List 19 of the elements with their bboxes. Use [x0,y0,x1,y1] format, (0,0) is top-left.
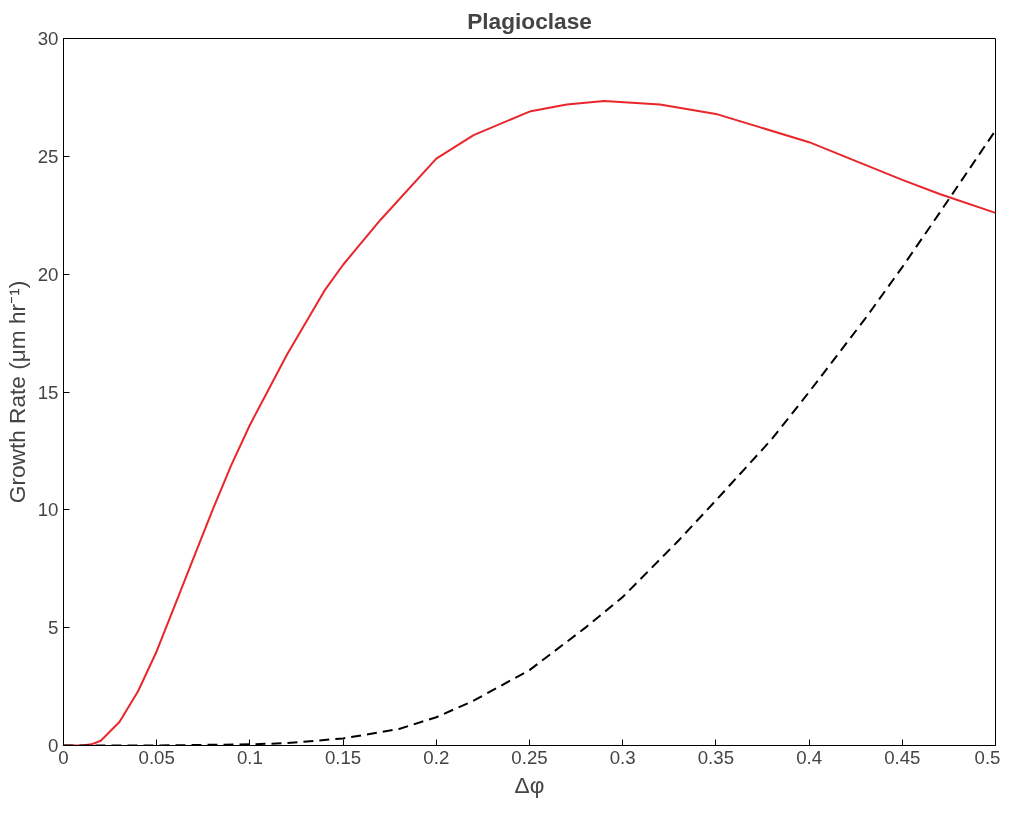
y-tick-label: 20 [37,263,59,285]
y-tick-label: 15 [37,381,59,403]
chart-title: Plagioclase [467,7,592,34]
x-tick-label: 0.45 [884,746,921,768]
y-tick-label: 10 [37,499,59,521]
x-axis-title: Δφ [514,771,545,798]
x-tick-label: 0.05 [138,746,175,768]
x-tick-label: 0.2 [423,746,450,768]
x-tick-label: 0.15 [324,746,362,768]
y-tick-label: 25 [37,145,59,167]
x-tick-label: 0.5 [974,746,1001,768]
x-tick-label: 0.35 [697,746,735,768]
y-tick-label: 30 [37,28,59,49]
y-tick-label: 5 [48,617,59,639]
x-tick-label: 0.3 [609,746,636,768]
y-axis-title: Growth Rate (μm hr⁻¹) [3,280,30,504]
x-tick-label: 0.25 [511,746,548,768]
x-tick-label: 0.4 [796,746,823,768]
x-tick-label: 0.1 [236,746,263,768]
